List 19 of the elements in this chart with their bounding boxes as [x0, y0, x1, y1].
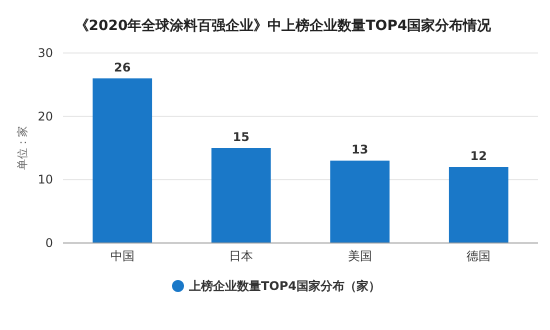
y-tick-label: 30 — [38, 46, 53, 60]
x-tick-label: 日本 — [229, 249, 254, 263]
y-tick-label: 20 — [38, 109, 53, 124]
x-tick-label: 中国 — [110, 249, 134, 263]
bar — [330, 160, 390, 243]
bar — [211, 148, 271, 243]
legend-label: 上榜企业数量TOP4国家分布（家） — [188, 279, 381, 293]
y-tick-label: 10 — [38, 172, 53, 187]
bar — [448, 167, 508, 243]
bar — [92, 78, 152, 243]
x-tick-label: 德国 — [466, 249, 491, 263]
data-label: 12 — [470, 149, 487, 163]
data-label: 13 — [352, 142, 368, 157]
chart-title: 《2020年全球涂料百强企业》中上榜企业数量TOP4国家分布情况 — [74, 17, 492, 34]
y-tick-label: 0 — [45, 236, 53, 250]
data-label: 26 — [114, 60, 131, 74]
y-axis-title: 单位：家 — [16, 126, 29, 170]
data-label: 15 — [232, 130, 250, 144]
x-tick-label: 美国 — [348, 249, 372, 263]
